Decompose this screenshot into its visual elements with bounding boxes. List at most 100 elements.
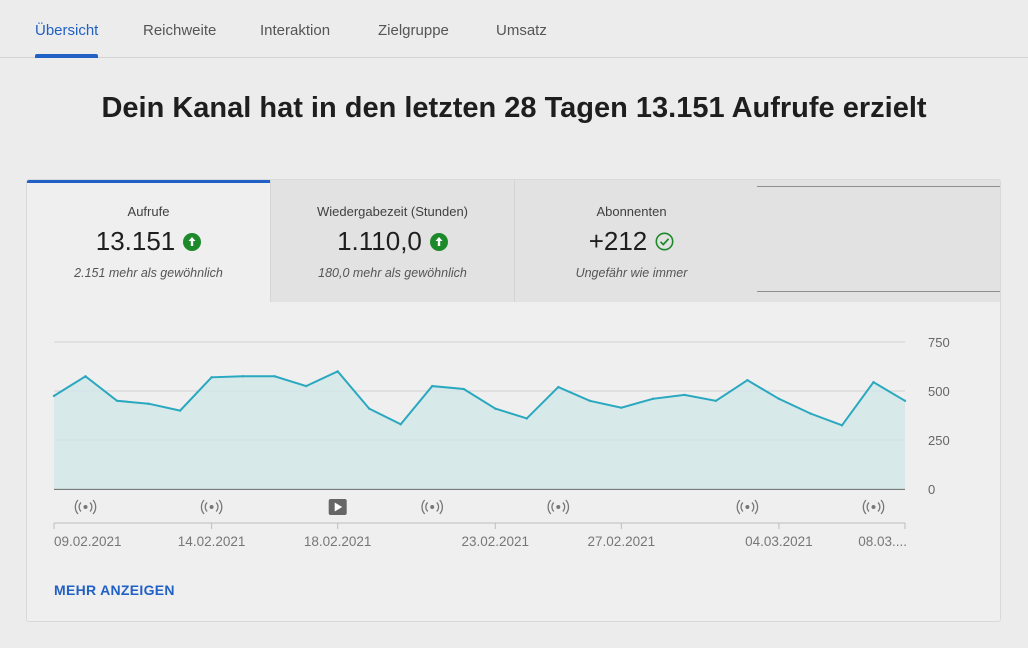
tab-bar: Übersicht Reichweite Interaktion Zielgru…: [0, 0, 1028, 58]
live-icon: [74, 499, 97, 515]
live-icon-wave: [736, 499, 759, 515]
live-icon: [547, 499, 570, 515]
tab-umsatz[interactable]: Umsatz: [496, 22, 547, 39]
metric-value-row: +212: [515, 226, 748, 257]
metric-value-row: 13.151: [27, 226, 270, 257]
live-icon-wave: [425, 502, 440, 512]
x-tick-label: 08.03....: [858, 534, 907, 549]
metric-label: Abonnenten: [596, 204, 667, 219]
live-icon-wave: [78, 502, 93, 512]
views-chart: 750 500 250 0 09.02.2021 14.02.2021 18.02.2021…: [52, 335, 950, 549]
live-icon-wave: [551, 502, 566, 512]
metric-tab-subscribers[interactable]: Abonnenten +212 Ungefähr wie immer: [515, 180, 748, 302]
metric-tab-empty: [748, 180, 1000, 302]
live-icon: [421, 499, 444, 515]
data-point: [809, 412, 812, 415]
live-icon-wave: [421, 499, 444, 515]
check-circle-icon: [655, 232, 674, 251]
metric-label: Aufrufe: [127, 204, 170, 219]
live-icon-wave: [204, 502, 219, 512]
y-tick-label: 250: [928, 433, 950, 448]
data-point: [557, 385, 560, 389]
data-point: [399, 423, 402, 426]
video-icon-play: [334, 502, 343, 512]
metric-tab-watchtime[interactable]: Wiedergabezeit (Stunden) 1.110,0 180,0 m…: [271, 180, 514, 302]
data-point: [840, 424, 844, 427]
arrow-up-icon: [183, 232, 202, 251]
x-tick-label: 27.02.2021: [588, 534, 656, 549]
placeholder-line: [757, 186, 1000, 187]
live-icon-dot: [83, 505, 88, 509]
data-point: [462, 387, 465, 391]
live-icon-wave: [866, 502, 881, 512]
live-icon: [200, 499, 223, 515]
y-tick-label: 0: [928, 482, 935, 497]
data-point: [304, 384, 308, 388]
x-tick-label: 09.02.2021: [54, 534, 122, 549]
data-point: [777, 397, 781, 401]
metric-subtext: 2.151 mehr als gewöhnlich: [74, 266, 223, 280]
metric-subtext: Ungefähr wie immer: [575, 266, 688, 280]
metric-divider: [514, 180, 515, 302]
tab-zielgruppe[interactable]: Zielgruppe: [378, 22, 449, 39]
overview-card: Aufrufe 13.151 2.151 mehr als gewöhnlich…: [26, 179, 1001, 622]
data-point: [903, 399, 907, 402]
live-icon-wave: [740, 502, 755, 512]
data-point: [872, 380, 875, 384]
data-point: [336, 370, 339, 373]
metric-value: 13.151: [95, 226, 176, 256]
metric-label: Wiedergabezeit (Stunden): [316, 204, 469, 219]
x-tick-label: 18.02.2021: [304, 534, 372, 549]
data-point: [210, 376, 213, 379]
arrow-up-icon: [429, 232, 448, 251]
data-point: [525, 417, 528, 420]
tab-uebersicht[interactable]: Übersicht: [35, 0, 99, 58]
data-point: [84, 375, 87, 378]
data-point: [147, 402, 150, 405]
live-icon-dot: [745, 505, 750, 509]
x-tick-label: 14.02.2021: [178, 534, 246, 549]
live-icon-wave: [200, 499, 223, 515]
data-point: [241, 375, 245, 378]
live-icon-dot: [430, 505, 435, 509]
show-more-link[interactable]: MEHR ANZEIGEN: [54, 582, 175, 598]
video-icon: [328, 499, 347, 515]
y-tick-label: 750: [928, 335, 950, 350]
live-icon: [862, 499, 885, 515]
placeholder-line: [757, 291, 1000, 292]
live-icon-wave: [547, 499, 570, 515]
live-icon-dot: [209, 505, 214, 509]
metric-tab-views[interactable]: Aufrufe 13.151 2.151 mehr als gewöhnlich: [27, 180, 270, 302]
data-point: [494, 407, 497, 410]
x-tick-label: 23.02.2021: [461, 534, 529, 549]
x-tick-label: 04.03.2021: [745, 534, 813, 549]
series-line: [53, 370, 906, 427]
metric-subtext: 180,0 mehr als gewöhnlich: [318, 266, 467, 280]
data-point: [588, 399, 592, 402]
data-point: [651, 397, 655, 401]
metric-value: +212: [588, 226, 648, 256]
metric-divider: [270, 180, 271, 302]
series-area: [54, 371, 905, 489]
data-point: [683, 393, 686, 397]
data-point: [115, 399, 119, 402]
data-point: [714, 399, 718, 402]
live-icon-dot: [871, 505, 876, 509]
live-icon-wave: [862, 499, 885, 515]
data-point: [273, 375, 276, 378]
data-point: [52, 394, 56, 398]
tab-reichweite[interactable]: Reichweite: [143, 22, 217, 39]
y-tick-label: 500: [928, 384, 950, 399]
metric-value-row: 1.110,0: [271, 226, 514, 257]
live-icon: [736, 499, 759, 515]
data-point: [746, 379, 749, 382]
page-title: Dein Kanal hat in den letzten 28 Tagen 1…: [101, 92, 927, 124]
live-icon-wave: [74, 499, 97, 515]
data-point: [620, 406, 623, 409]
data-point: [367, 407, 371, 410]
live-icon-dot: [556, 505, 561, 509]
metric-value: 1.110,0: [337, 226, 422, 256]
data-point: [431, 384, 434, 388]
data-point: [178, 409, 182, 412]
tab-interaktion[interactable]: Interaktion: [260, 22, 331, 39]
